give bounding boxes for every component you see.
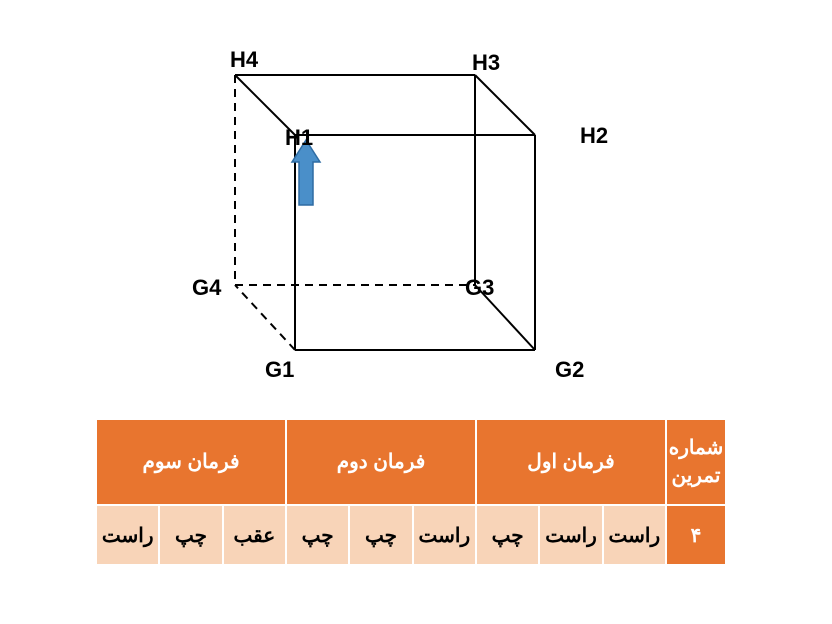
cell-c3-2: راست <box>96 505 159 565</box>
vertex-label-g3: G3 <box>465 275 494 301</box>
table-header-row: شماره تمرین فرمان اول فرمان دوم فرمان سو… <box>96 419 726 505</box>
cube-svg <box>175 30 595 390</box>
vertex-label-g1: G1 <box>265 357 294 383</box>
cell-c2-1: چپ <box>349 505 412 565</box>
vertex-label-h2: H2 <box>580 123 608 149</box>
header-command1: فرمان اول <box>476 419 666 505</box>
vertex-label-g2: G2 <box>555 357 584 383</box>
cube-diagram: H1H2H3H4G1G2G3G4 <box>175 30 595 390</box>
commands-table: شماره تمرین فرمان اول فرمان دوم فرمان سو… <box>95 418 727 566</box>
vertex-label-h3: H3 <box>472 50 500 76</box>
vertex-label-h4: H4 <box>230 47 258 73</box>
vertex-label-h1: H1 <box>285 125 313 151</box>
table-data-row: ۴ راست راست چپ راست چپ چپ عقب چپ راست <box>96 505 726 565</box>
cell-c1-1: راست <box>539 505 602 565</box>
header-command2: فرمان دوم <box>286 419 476 505</box>
header-exercise-number: شماره تمرین <box>666 419 726 505</box>
cell-c1-2: چپ <box>476 505 539 565</box>
cell-c1-0: راست <box>603 505 666 565</box>
cell-c2-0: راست <box>413 505 476 565</box>
cell-c2-2: چپ <box>286 505 349 565</box>
cell-c3-1: چپ <box>159 505 222 565</box>
cell-c3-0: عقب <box>223 505 286 565</box>
header-command3: فرمان سوم <box>96 419 286 505</box>
vertex-label-g4: G4 <box>192 275 221 301</box>
cell-exercise-number: ۴ <box>666 505 726 565</box>
